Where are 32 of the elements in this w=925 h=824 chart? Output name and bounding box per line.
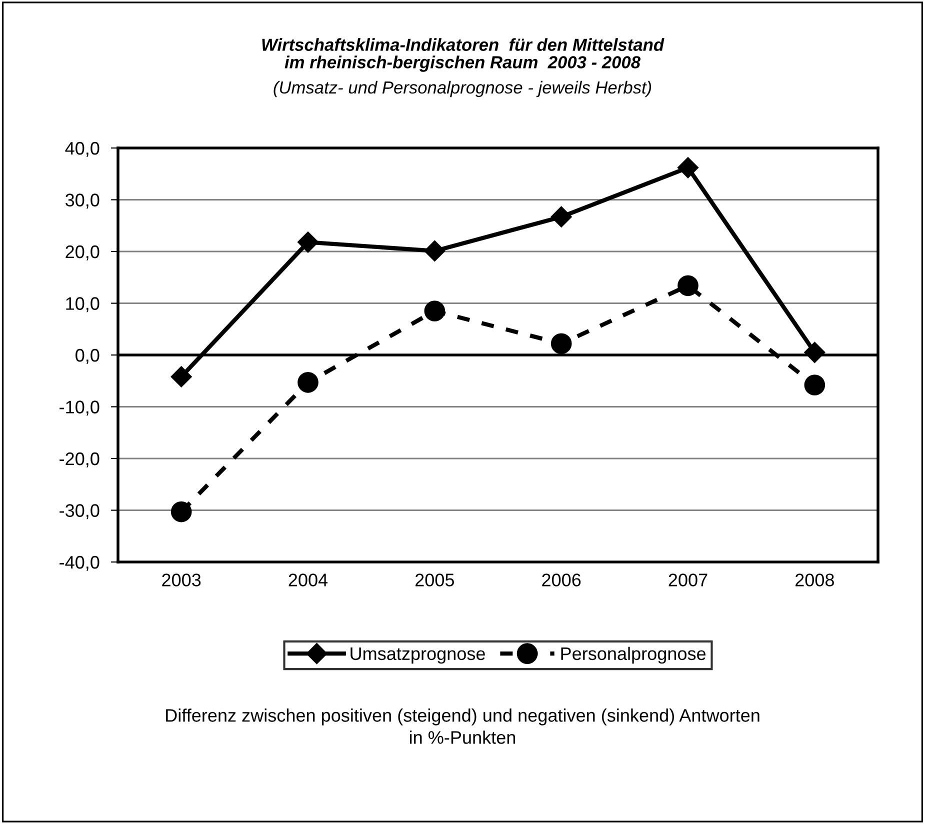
point [297, 232, 319, 253]
point [298, 372, 318, 393]
x-tick-label: 2003 [162, 574, 201, 586]
y-tick-label: 20,0 [66, 245, 100, 260]
x-tick-label: 2004 [288, 574, 328, 586]
x-tick-label: 2008 [795, 574, 834, 586]
point [550, 333, 572, 354]
chart-subtitle: (Umsatz- und Personalprognose - jeweils Herbst) [274, 80, 652, 98]
legend-label: Personalprognose [561, 646, 706, 664]
text: Differenz zwischen positiven (steigend) und negativen (sinkend) Antworten in %-Punkten [166, 708, 760, 744]
y-tick-label: -30,0 [60, 504, 100, 520]
point [424, 240, 446, 262]
x-tick-label: 2005 [415, 574, 454, 586]
chart-title: Wirtschaftsklima-Indikatoren für den Mittelstand im rheinisch-bergischen Raum 2003 - 2008 [262, 38, 664, 72]
point [677, 157, 699, 178]
x-tick-label: 2006 [542, 574, 581, 586]
point [424, 300, 446, 322]
point [170, 366, 192, 388]
x-tick-label: 2007 [668, 574, 708, 586]
y-tick-label: 0,0 [76, 348, 100, 364]
y-tick-label: 10,0 [66, 297, 100, 312]
point [804, 342, 826, 363]
legend-label: Umsatzprognose [350, 647, 485, 664]
y-tick-label: 40,0 [65, 142, 100, 157]
y-tick-label: 30,0 [65, 194, 100, 209]
y-tick-label: -40,0 [60, 556, 100, 571]
point [804, 374, 826, 396]
point [170, 501, 192, 522]
point [550, 206, 572, 228]
point [678, 275, 698, 296]
y-tick-label: -10,0 [60, 400, 100, 416]
y-tick-label: -20,0 [60, 452, 100, 468]
